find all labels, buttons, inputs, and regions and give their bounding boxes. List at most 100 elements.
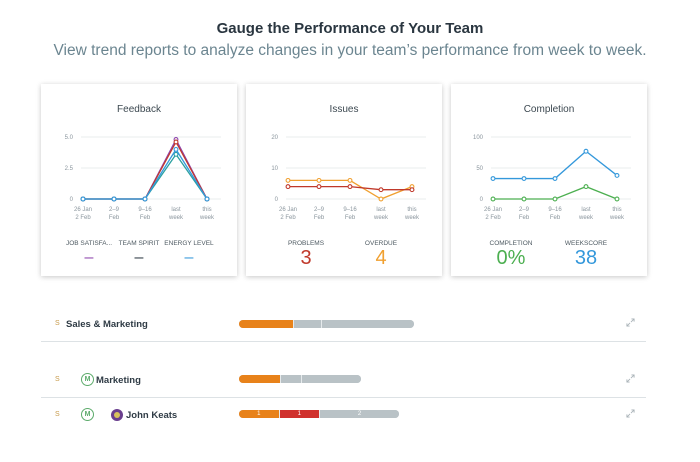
x-tick-label: week <box>168 215 184 221</box>
data-point <box>285 177 291 183</box>
metric-value: – <box>134 249 144 266</box>
row-name[interactable]: Sales & Marketing <box>66 319 148 330</box>
x-tick-label: 9–16 <box>138 207 152 213</box>
row-name[interactable]: Marketing <box>96 375 141 386</box>
metric-value: 4 <box>375 247 387 269</box>
metric-label: JOB SATISFA... <box>65 240 113 247</box>
data-point <box>173 139 179 145</box>
metric-value: 38 <box>574 247 598 269</box>
x-tick-label: 26 Jan <box>484 207 502 213</box>
team-icon: M <box>81 373 94 386</box>
x-tick-label: week <box>609 215 625 221</box>
x-tick-label: 26 Jan <box>279 207 297 213</box>
x-tick-label: last <box>376 207 386 213</box>
card-title: Feedback <box>117 104 161 115</box>
y-tick-label: 2.5 <box>65 166 74 172</box>
x-tick-label: Feb <box>140 215 151 221</box>
row-divider <box>41 341 646 342</box>
data-point <box>347 184 353 190</box>
x-tick-label: 2 Feb <box>485 215 501 221</box>
progress-bar <box>239 375 361 383</box>
expand-icon[interactable] <box>626 409 635 418</box>
x-tick-label: Feb <box>109 215 120 221</box>
series-line <box>83 148 208 200</box>
avatar <box>111 409 123 421</box>
x-tick-label: Feb <box>345 215 356 221</box>
y-tick-label: 0 <box>480 197 484 203</box>
issues-chart: 20 10 026 Jan 2 Feb 2–9 Feb 9–16 Feb last week thi… <box>271 135 426 221</box>
completion-card: Completion 100 50 0 26 Jan 2 Feb 2–9 Feb 9–16 Fe… <box>451 84 647 276</box>
series-line <box>83 153 208 200</box>
metric-value: – <box>184 249 194 266</box>
progress-segment: 2 <box>319 410 399 418</box>
metric-label: WEEKSCORE <box>564 240 608 247</box>
progress-segment <box>239 375 280 383</box>
x-tick-label: this <box>202 207 211 213</box>
completion-chart: 100 50 026 Jan 2 Feb 2–9 Feb 9–16 Feb last week th… <box>473 135 631 221</box>
y-tick-label: 0 <box>275 197 279 203</box>
data-point <box>111 196 117 202</box>
data-point <box>378 196 384 202</box>
x-tick-label: last <box>171 207 181 213</box>
progress-segment <box>292 320 322 328</box>
progress-segment <box>279 375 302 383</box>
data-point <box>583 148 589 154</box>
team-icon: M <box>81 408 94 421</box>
data-point <box>80 196 86 202</box>
progress-bar <box>239 320 414 328</box>
metric-value: 0% <box>496 247 526 269</box>
expand-icon[interactable] <box>626 374 635 383</box>
progress-segment: 1 <box>278 410 319 418</box>
row-prefix: S <box>55 411 60 418</box>
x-tick-label: 9–16 <box>343 207 357 213</box>
x-tick-label: week <box>199 215 215 221</box>
metric-label: COMPLETION <box>489 240 533 247</box>
x-tick-label: week <box>373 215 389 221</box>
card-title: Completion <box>523 104 575 115</box>
y-tick-label: 20 <box>271 135 278 141</box>
y-tick-label: 100 <box>473 135 484 141</box>
x-tick-label: week <box>578 215 594 221</box>
page-subtitle: View trend reports to analyze changes in… <box>53 42 647 59</box>
x-tick-label: 2 Feb <box>280 215 296 221</box>
metric-label: TEAM SPIRIT <box>118 240 160 247</box>
row-divider <box>41 397 646 398</box>
data-point <box>490 196 496 202</box>
page-title: Gauge the Performance of Your Team <box>216 20 484 37</box>
data-point <box>552 176 558 181</box>
data-point <box>316 184 322 190</box>
x-tick-label: 2–9 <box>314 207 325 213</box>
data-point <box>378 187 384 193</box>
x-tick-label: this <box>407 207 416 213</box>
series-line <box>493 150 618 180</box>
expand-icon[interactable] <box>626 318 635 327</box>
data-point <box>490 176 496 181</box>
row-name[interactable]: John Keats <box>126 410 178 421</box>
data-point <box>521 176 527 181</box>
metric-label: OVERDUE <box>364 240 398 247</box>
issues-card: Issues 20 10 0 26 Jan 2 Feb 2–9 Feb 9–16 Feb last… <box>246 84 442 276</box>
metric-value: – <box>84 249 94 266</box>
x-tick-label: Feb <box>314 215 325 221</box>
card-title: Issues <box>329 104 359 115</box>
data-point <box>614 172 620 178</box>
row-prefix: S <box>55 320 60 327</box>
y-tick-label: 50 <box>476 166 483 172</box>
progress-segment <box>321 320 414 328</box>
row-prefix: S <box>55 376 60 383</box>
x-tick-label: 2–9 <box>109 207 120 213</box>
data-point <box>285 184 291 190</box>
x-tick-label: 2 Feb <box>75 215 91 221</box>
progress-segment: 1 <box>239 410 279 418</box>
metric-label: ENERGY LEVEL <box>164 240 214 247</box>
data-point <box>142 196 148 202</box>
y-tick-label: 5.0 <box>65 135 74 141</box>
metric-label: PROBLEMS <box>287 240 325 247</box>
x-tick-label: 26 Jan <box>74 207 92 213</box>
feedback-chart: 5.0 2.5 026 Jan 2 Feb 2–9 Feb 9–16 Feb last week t… <box>65 135 221 221</box>
data-point <box>316 177 322 183</box>
series-line <box>83 140 208 200</box>
y-tick-label: 10 <box>271 166 278 172</box>
x-tick-label: last <box>581 207 591 213</box>
x-tick-label: this <box>612 207 621 213</box>
